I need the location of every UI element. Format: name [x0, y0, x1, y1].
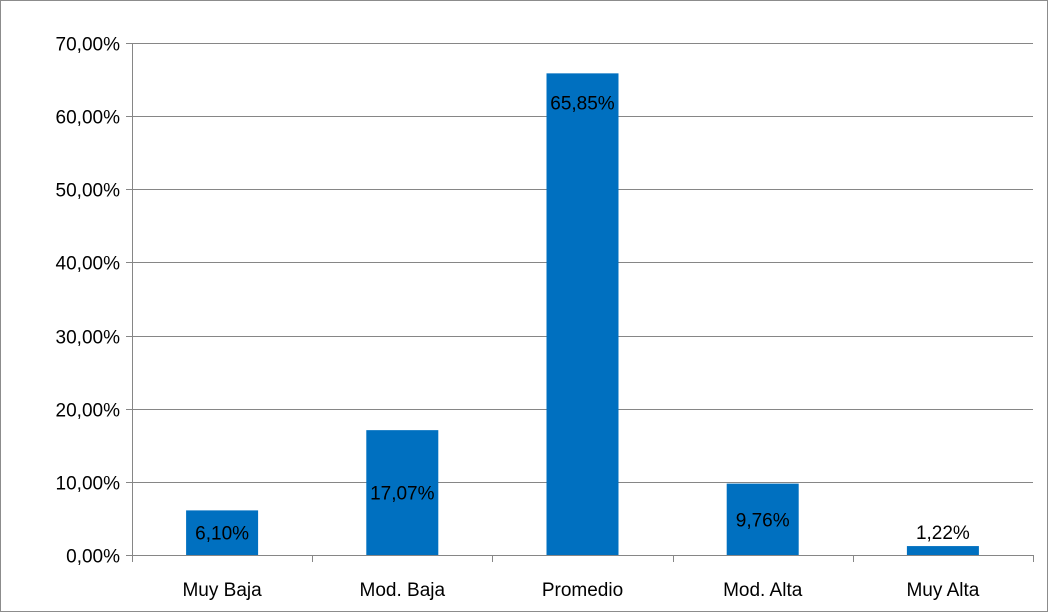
y-tick-label: 60,00%	[56, 108, 121, 129]
bar-muy-alta	[906, 546, 979, 555]
data-labels: 6,10% 17,07% 65,85% 9,76% 1,22%	[195, 93, 970, 544]
x-category-label: Mod. Baja	[360, 580, 446, 601]
x-category-labels: Muy Baja Mod. Baja Promedio Mod. Alta Muy Al…	[182, 580, 979, 601]
data-label: 6,10%	[195, 524, 249, 545]
x-category-label: Muy Alta	[906, 580, 979, 601]
x-category-label: Mod. Alta	[723, 580, 803, 601]
data-label: 17,07%	[370, 484, 435, 505]
bar-promedio	[546, 73, 619, 556]
data-label: 65,85%	[550, 93, 615, 114]
y-tick-label: 70,00%	[56, 35, 121, 56]
data-label: 9,76%	[736, 510, 790, 531]
y-tick-label: 0,00%	[66, 547, 120, 568]
bars	[186, 73, 979, 556]
bar-mod-baja	[366, 430, 439, 555]
y-tick-label: 40,00%	[56, 254, 121, 275]
data-label: 1,22%	[916, 523, 970, 544]
y-tick-labels: 0,00% 10,00% 20,00% 30,00% 40,00% 50,00% 60,00…	[56, 35, 121, 568]
bar-mod-alta	[726, 483, 799, 555]
y-tick-label: 30,00%	[56, 328, 121, 349]
axes	[126, 43, 1034, 562]
bar-muy-baja	[186, 510, 259, 555]
y-tick-label: 50,00%	[56, 181, 121, 202]
x-category-label: Muy Baja	[182, 580, 262, 601]
y-tick-label: 10,00%	[56, 474, 121, 495]
y-tick-label: 20,00%	[56, 401, 121, 422]
x-category-label: Promedio	[542, 580, 623, 601]
